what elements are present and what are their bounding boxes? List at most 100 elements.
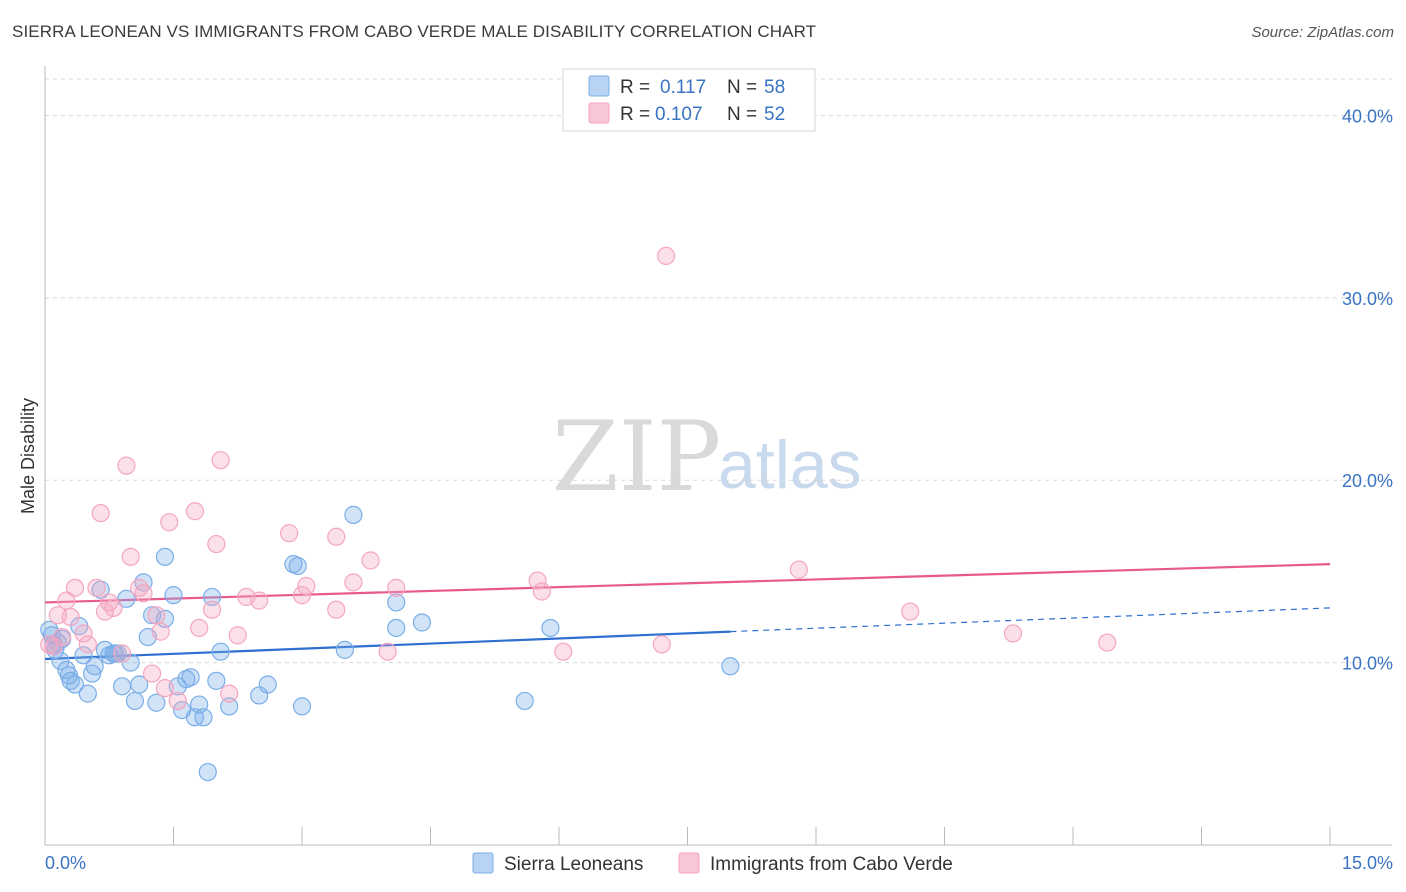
point-sierra-leonean-44 [211,642,230,661]
point-sierra-leonean-41 [198,762,217,782]
point-cabo-verde-28 [207,534,226,554]
point-sierra-leonean-23 [117,589,136,608]
point-cabo-verde-16 [121,547,140,566]
point-sierra-leonean-13 [78,684,97,703]
point-cabo-verde-14 [112,644,132,663]
point-cabo-verde-27 [202,600,222,619]
point-sierra-leonean-47 [258,675,277,694]
x-tick-label-min: 0.0% [45,853,86,873]
point-cabo-verde-20 [147,606,166,625]
trend-line-cabo-verde [44,563,1331,604]
point-cabo-verde-36 [297,576,316,596]
point-cabo-verde-13 [104,598,123,618]
bottom-legend-swatch-cabo-verde [678,852,700,874]
legend-n-value-1: 58 [764,77,785,98]
point-cabo-verde-37 [327,527,346,546]
point-cabo-verde-26 [190,618,209,638]
point-cabo-verde-48 [789,560,808,579]
y-axis-title: Male Disability [18,398,38,514]
point-sierra-leonean-33 [164,586,183,605]
point-sierra-leonean-42 [202,587,222,607]
point-sierra-leonean-52 [344,505,363,524]
point-cabo-verde-10 [91,503,110,523]
point-cabo-verde-47 [656,246,676,266]
legend-r-value-2: 0.107 [655,104,703,125]
point-cabo-verde-6 [65,578,85,597]
point-sierra-leonean-51 [335,640,354,659]
bottom-legend-label-sierra-leoneans: Sierra Leoneans [504,854,643,875]
trend-lines [44,563,1331,661]
bottom-legend-label-cabo-verde: Immigrants from Cabo Verde [710,854,953,875]
point-cabo-verde-44 [532,582,551,601]
point-sierra-leonean-37 [181,668,200,687]
point-cabo-verde-19 [142,664,162,683]
point-cabo-verde-50 [1003,624,1023,643]
legend-n-label-2: N = [727,104,757,125]
point-sierra-leonean-15 [85,657,104,676]
point-cabo-verde-46 [652,635,671,654]
point-sierra-leonean-49 [288,556,307,576]
legend-swatch-cabo-verde [588,102,610,124]
point-sierra-leonean-10 [65,675,85,694]
point-cabo-verde-45 [554,642,573,661]
point-sierra-leonean-43 [207,671,226,690]
legend: R = 0.117 N = 58 R = 0.107 N = 52 [562,68,816,132]
point-cabo-verde-40 [361,551,380,570]
axes [44,66,1392,846]
point-sierra-leonean-25 [125,691,145,711]
legend-n-value-2: 52 [764,104,785,125]
point-cabo-verde-22 [155,679,175,698]
y-tick-label-30: 30.0% [1342,289,1393,309]
point-sierra-leonean-32 [155,547,175,566]
point-sierra-leonean-50 [292,697,312,716]
point-cabo-verde-23 [160,513,179,532]
bottom-legend: Sierra Leoneans Immigrants from Cabo Ver… [472,852,953,875]
watermark-zip: ZIP [552,401,721,513]
point-cabo-verde-30 [220,684,239,703]
source-credit: Source: ZipAtlas.com [1251,24,1394,41]
point-sierra-leonean-21 [108,644,127,663]
trend-line-sierra-leoneans-extension [730,607,1331,633]
point-cabo-verde-38 [327,600,346,619]
y-tick-label-40: 40.0% [1342,106,1393,126]
point-cabo-verde-49 [901,602,920,621]
y-tick-label-20: 20.0% [1342,471,1393,491]
gridlines [45,78,1392,664]
point-sierra-leonean-54 [387,618,406,638]
x-tick-label-max: 15.0% [1342,853,1393,873]
point-cabo-verde-29 [211,451,230,470]
point-cabo-verde-8 [78,635,97,654]
point-cabo-verde-51 [1098,633,1117,652]
point-sierra-leonean-58 [721,657,740,676]
point-cabo-verde-15 [117,456,136,475]
legend-r-label-1: R = [620,77,650,98]
point-sierra-leonean-30 [147,693,166,712]
data-points [40,246,1117,782]
point-sierra-leonean-14 [83,664,102,683]
point-cabo-verde-18 [134,584,153,603]
chart-title: SIERRA LEONEAN VS IMMIGRANTS FROM CABO V… [12,22,817,41]
point-cabo-verde-43 [528,571,547,590]
point-cabo-verde-25 [185,502,205,521]
point-cabo-verde-5 [61,607,80,627]
trend-line-sierra-leoneans [44,630,731,661]
tick-labels: 10.0% 20.0% 30.0% 40.0% 0.0% 15.0% [45,106,1393,873]
point-sierra-leonean-26 [130,675,149,694]
legend-n-label-1: N = [727,77,757,98]
legend-swatch-sierra-leoneans [588,75,610,97]
point-sierra-leonean-56 [515,691,534,711]
point-cabo-verde-24 [168,691,187,711]
point-cabo-verde-33 [250,591,269,610]
point-sierra-leonean-12 [74,646,93,665]
legend-r-value-1: 0.117 [660,77,706,98]
point-sierra-leonean-57 [541,618,560,638]
point-cabo-verde-31 [228,626,247,645]
legend-r-label-2: R = [620,104,650,125]
point-cabo-verde-39 [344,573,363,592]
point-cabo-verde-21 [151,622,170,641]
point-sierra-leonean-5 [51,651,70,670]
point-cabo-verde-9 [87,578,106,597]
bottom-legend-swatch-sierra-leoneans [472,852,494,874]
y-tick-label-10: 10.0% [1342,654,1393,674]
